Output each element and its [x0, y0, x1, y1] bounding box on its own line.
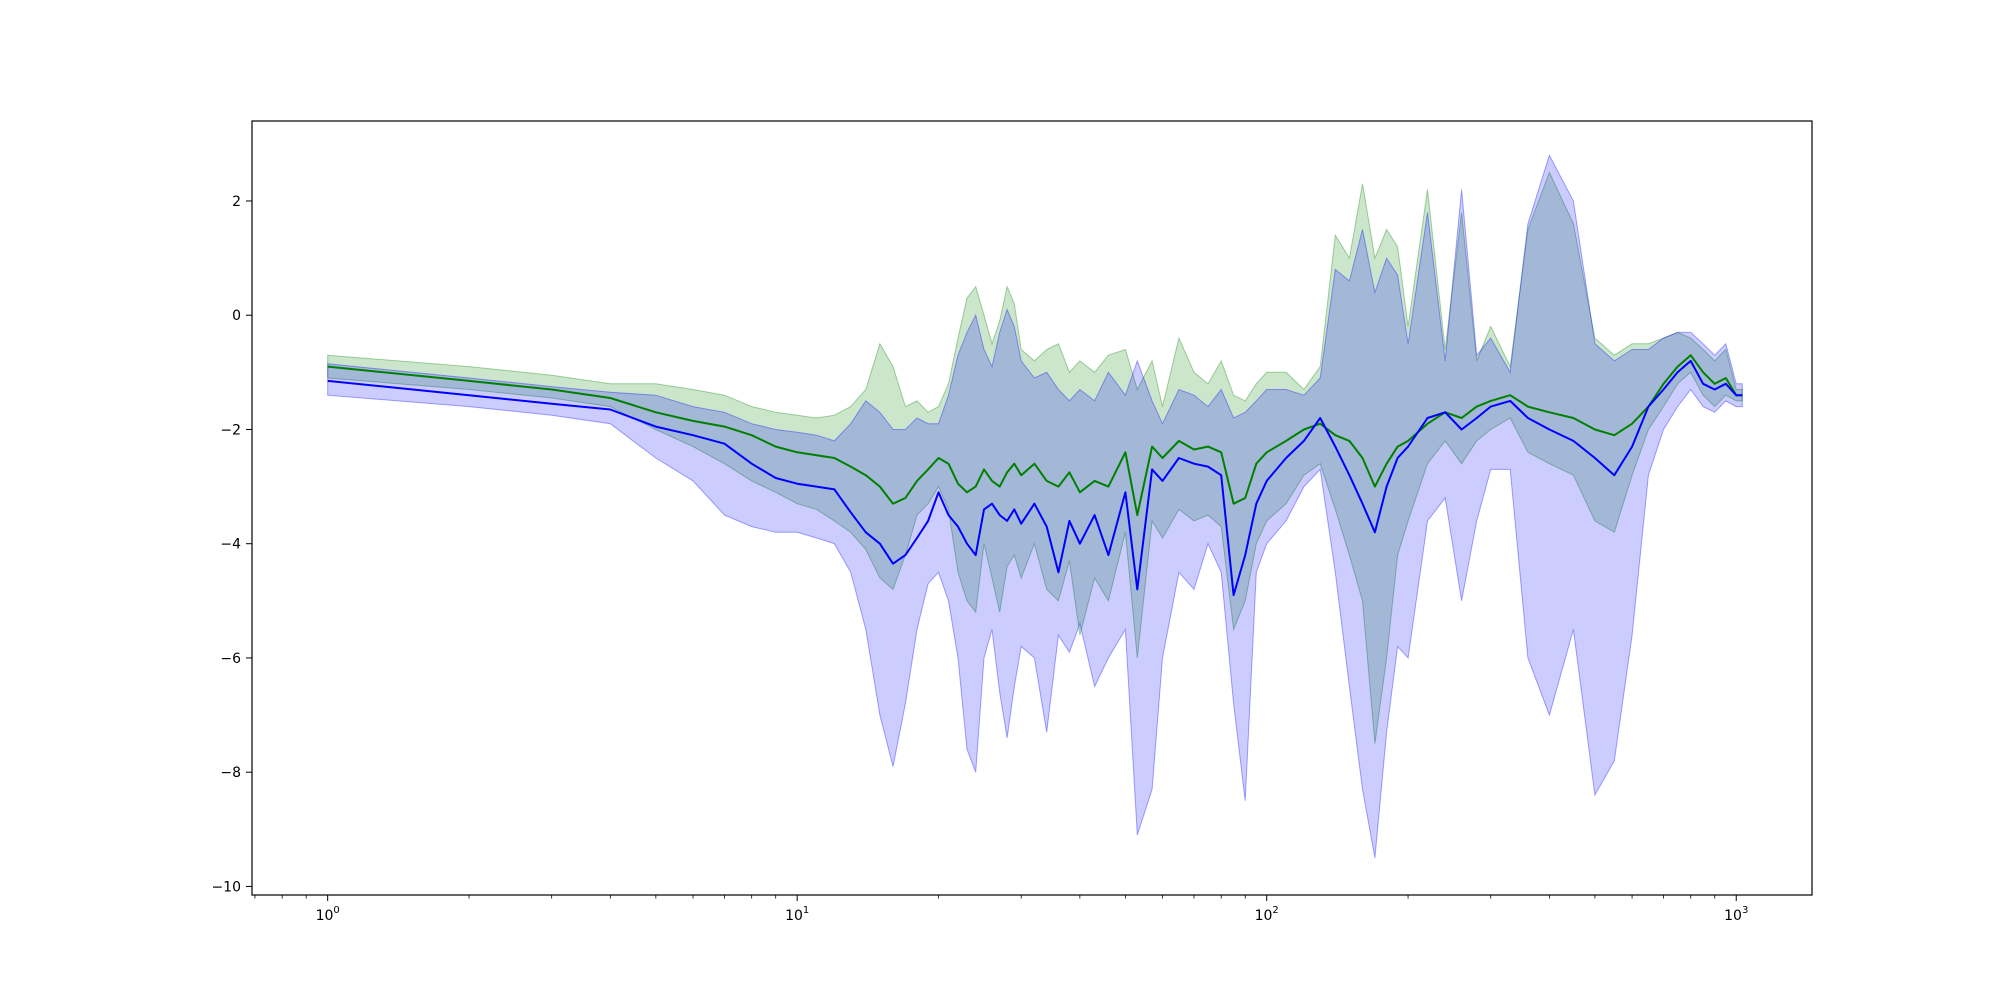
y-tick-label: −8	[220, 765, 241, 781]
y-tick-label: −4	[220, 537, 241, 553]
x-axis: 100 101 102 103	[254, 895, 1748, 924]
plot-frame	[251, 120, 1813, 896]
y-tick-label: 0	[232, 308, 241, 324]
series-1-line	[327, 359, 1743, 597]
y-tick-label: −10	[211, 879, 241, 895]
y-tick-label: 2	[232, 194, 241, 210]
y-axis: 2 0 −2 −4 −6 −8 −10	[211, 194, 252, 895]
series-0-line	[327, 354, 1743, 517]
x-tick-label: 101	[785, 905, 809, 924]
series-0-band	[327, 171, 1743, 744]
x-tick-label: 102	[1255, 905, 1279, 924]
y-tick-label: −6	[220, 651, 241, 667]
x-tick-label: 100	[316, 905, 340, 924]
series-lines	[327, 354, 1743, 597]
x-tick-label: 103	[1724, 905, 1748, 924]
y-tick-label: −2	[220, 422, 241, 438]
